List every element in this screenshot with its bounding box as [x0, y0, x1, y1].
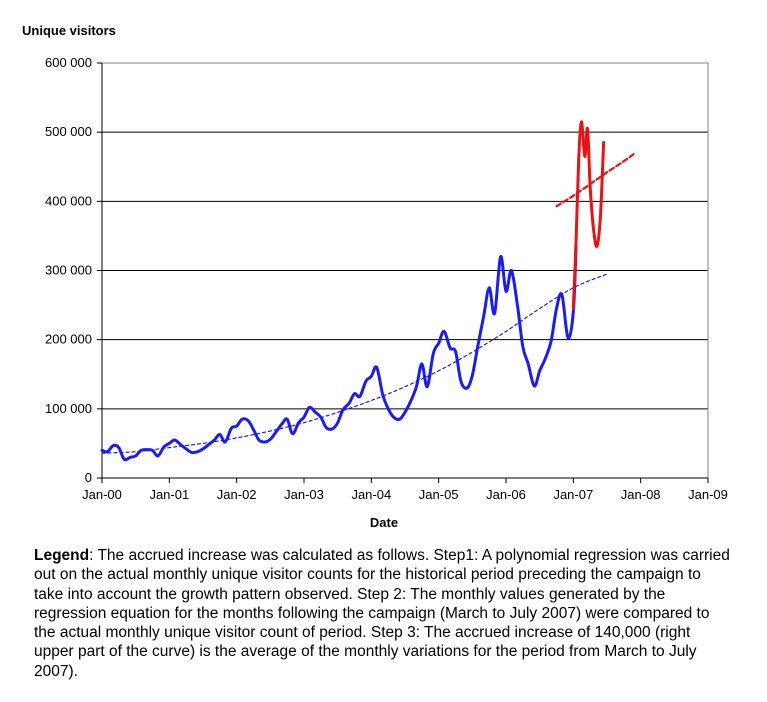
x-tick-label: Jan-06 [486, 487, 526, 502]
trend-line-series [555, 151, 637, 208]
y-tick-label: 500 000 [45, 124, 92, 139]
legend-label: Legend [34, 547, 90, 564]
x-tick-label: Jan-05 [419, 487, 459, 502]
data-line-series [571, 120, 606, 310]
y-tick-label: 300 000 [45, 263, 92, 278]
line-chart: 0 100 000 200 000 300 000 400 000 500 000 600 … [22, 23, 728, 530]
x-tick-label: Jan-07 [553, 487, 593, 502]
trend-line-series [101, 273, 608, 454]
y-tick-label: 600 000 [45, 55, 92, 70]
legend-text: : The accrued increase was calculated as… [34, 547, 730, 680]
y-tick-label: 200 000 [45, 332, 92, 347]
y-tick-label: 100 000 [45, 401, 92, 416]
x-tick-label: Jan-09 [688, 487, 728, 502]
x-tick-label: Jan-00 [82, 487, 122, 502]
y-tick-label: 0 [85, 470, 92, 485]
x-tick-label: Jan-03 [284, 487, 324, 502]
chart-figure: 0 100 000 200 000 300 000 400 000 500 000 600 … [22, 23, 728, 530]
y-axis-title: Unique visitors [22, 23, 116, 38]
data-line-series [100, 244, 578, 462]
x-tick-label: Jan-01 [149, 487, 189, 502]
legend-paragraph: Legend: The accrued increase was calcula… [34, 546, 734, 681]
x-tick-label: Jan-08 [621, 487, 661, 502]
x-tick-label: Jan-04 [351, 487, 391, 502]
x-axis-title: Date [370, 515, 398, 530]
x-tick-label: Jan-02 [217, 487, 257, 502]
y-tick-label: 400 000 [45, 193, 92, 208]
